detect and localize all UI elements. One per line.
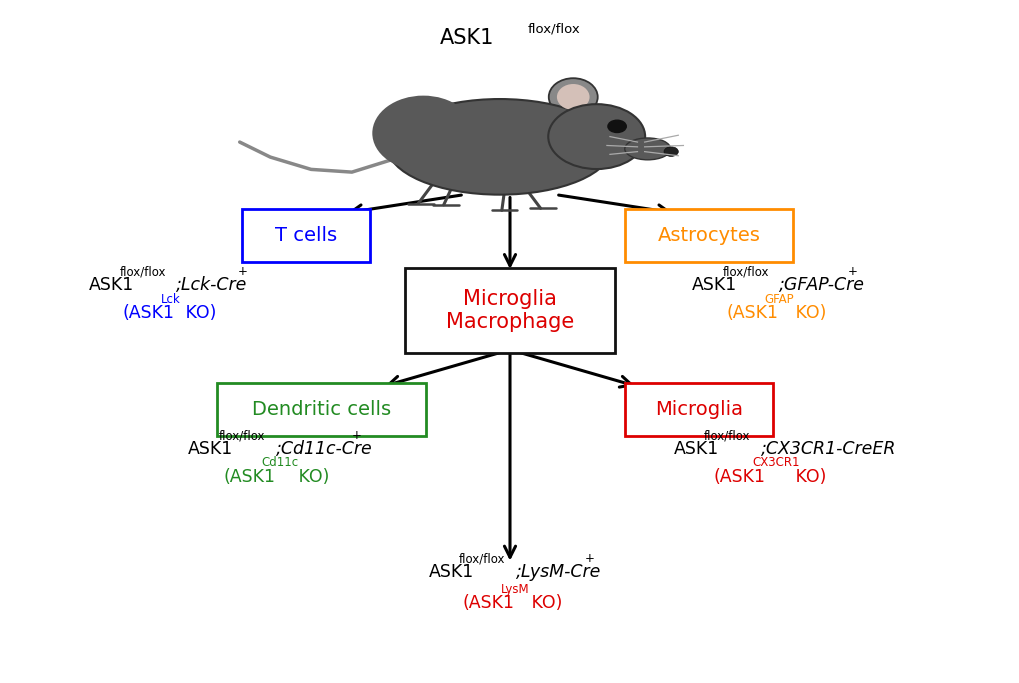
Text: ;CX3CR1-CreER: ;CX3CR1-CreER — [760, 441, 896, 458]
Text: ASK1: ASK1 — [189, 441, 233, 458]
Ellipse shape — [556, 84, 589, 110]
FancyBboxPatch shape — [625, 383, 772, 436]
Text: flox/flox: flox/flox — [703, 429, 750, 442]
Ellipse shape — [387, 99, 611, 195]
Text: +: + — [848, 265, 857, 278]
Text: +: + — [237, 265, 247, 278]
Text: T cells: T cells — [275, 226, 336, 245]
Text: Lck: Lck — [160, 292, 180, 305]
Text: KO): KO) — [179, 304, 216, 322]
Text: ASK1: ASK1 — [428, 563, 474, 581]
Text: CX3CR1: CX3CR1 — [751, 456, 799, 469]
Text: (ASK1: (ASK1 — [122, 304, 174, 322]
Text: ASK1: ASK1 — [691, 277, 737, 294]
Text: ASK1: ASK1 — [673, 441, 718, 458]
Text: ASK1: ASK1 — [440, 27, 494, 48]
Text: (ASK1: (ASK1 — [726, 304, 777, 322]
Text: ;Lck-Cre: ;Lck-Cre — [176, 277, 248, 294]
Text: ASK1: ASK1 — [89, 277, 133, 294]
Ellipse shape — [624, 138, 671, 160]
Text: (ASK1: (ASK1 — [223, 468, 275, 486]
FancyBboxPatch shape — [406, 268, 613, 354]
Text: KO): KO) — [789, 304, 825, 322]
Ellipse shape — [548, 78, 597, 115]
FancyBboxPatch shape — [624, 209, 793, 262]
Text: KO): KO) — [789, 468, 825, 486]
Text: Astrocytes: Astrocytes — [657, 226, 759, 245]
Text: Dendritic cells: Dendritic cells — [252, 400, 390, 419]
Text: ;GFAP-Cre: ;GFAP-Cre — [779, 277, 864, 294]
Circle shape — [607, 120, 626, 133]
Text: Microglia
Macrophage: Microglia Macrophage — [445, 289, 574, 333]
Text: ;LysM-Cre: ;LysM-Cre — [516, 563, 601, 581]
Text: flox/flox: flox/flox — [119, 265, 166, 278]
Text: KO): KO) — [292, 468, 329, 486]
Text: LysM: LysM — [500, 583, 529, 596]
Text: KO): KO) — [526, 594, 562, 612]
FancyBboxPatch shape — [243, 209, 370, 262]
Text: flox/flox: flox/flox — [721, 265, 768, 278]
Text: +: + — [585, 552, 594, 565]
Text: (ASK1: (ASK1 — [713, 468, 765, 486]
Text: flox/flox: flox/flox — [219, 429, 265, 442]
Ellipse shape — [548, 104, 645, 169]
Text: flox/flox: flox/flox — [459, 552, 505, 565]
Ellipse shape — [518, 116, 579, 164]
Text: ;Cd11c-Cre: ;Cd11c-Cre — [275, 441, 372, 458]
Text: Microglia: Microglia — [654, 400, 742, 419]
Text: GFAP: GFAP — [763, 292, 793, 305]
Circle shape — [663, 147, 678, 156]
Text: (ASK1: (ASK1 — [463, 594, 515, 612]
Ellipse shape — [372, 96, 474, 171]
Text: +: + — [352, 429, 362, 442]
FancyBboxPatch shape — [217, 383, 426, 436]
Text: Cd11c: Cd11c — [261, 456, 299, 469]
Text: flox/flox: flox/flox — [527, 22, 580, 36]
